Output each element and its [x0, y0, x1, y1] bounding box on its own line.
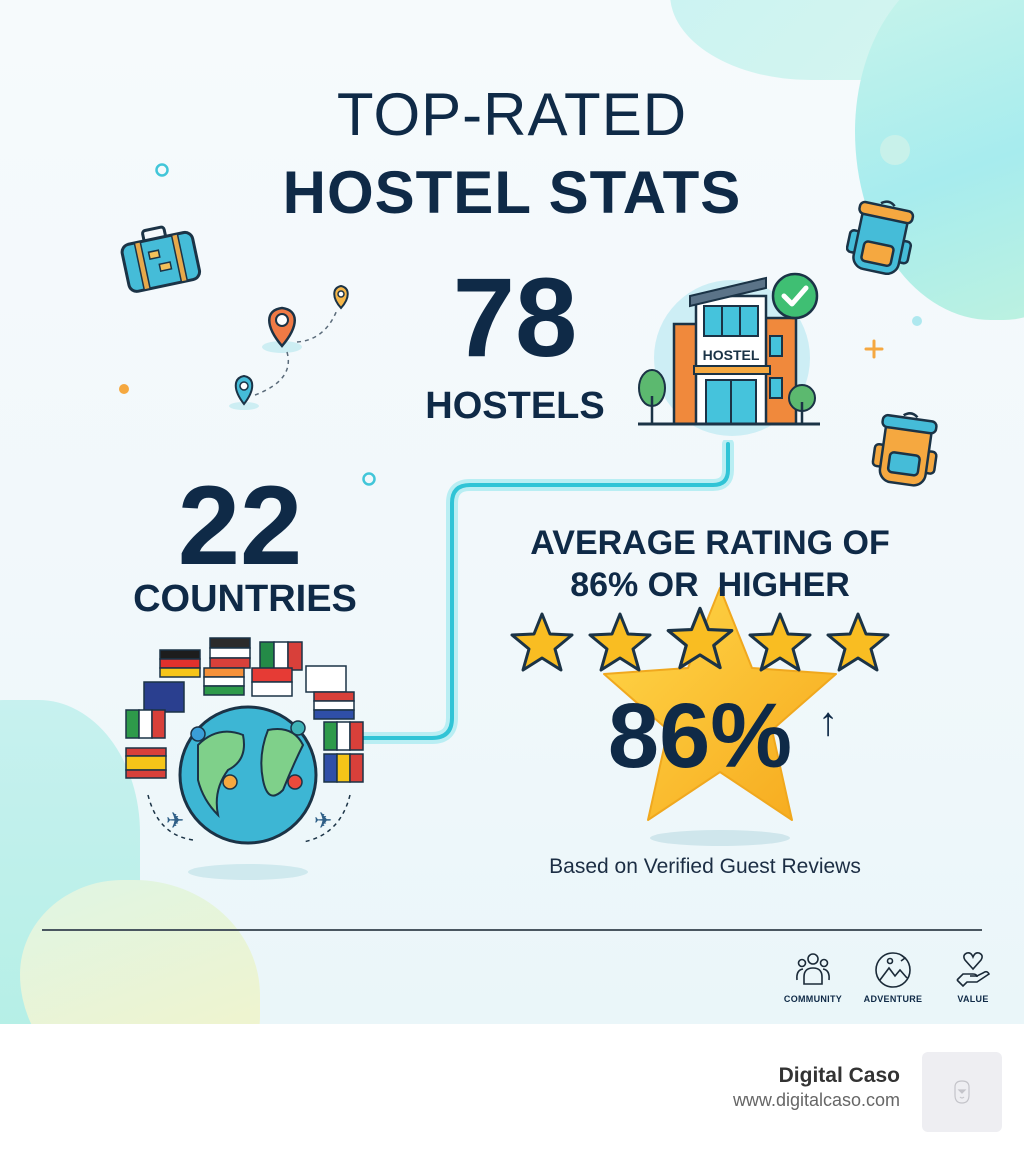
- star-icon: [748, 612, 812, 672]
- hostels-label: HOSTELS: [425, 385, 605, 427]
- divider: [42, 929, 982, 931]
- mountain-adventure-icon: [875, 952, 911, 988]
- rating-heading-line-1: AVERAGE RATING OF: [530, 524, 890, 562]
- star-icon: [826, 612, 890, 672]
- title-line-1: TOP-RATED: [336, 81, 688, 148]
- background-blob: [20, 880, 260, 1024]
- countries-label: COUNTRIES: [133, 578, 357, 620]
- values-row: COMMUNITY ADVENTURE VALUE: [778, 950, 1008, 1004]
- backpack-icon: [846, 200, 915, 276]
- sparkle-plus-icon: [864, 339, 884, 359]
- check-badge-icon: [771, 272, 819, 320]
- rating-heading: AVERAGE RATING OF 86% OR HIGHER: [490, 522, 930, 606]
- star-icon: [666, 606, 734, 670]
- star-rating: [508, 606, 892, 674]
- value-community: COMMUNITY: [778, 950, 848, 1004]
- background-dot: [880, 135, 910, 165]
- teal-dot-icon: [912, 316, 922, 326]
- value-value: VALUE: [938, 950, 1008, 1004]
- star-icon: [510, 612, 574, 672]
- map-route-icon: [229, 284, 349, 410]
- rating-percentage: 86%: [607, 685, 793, 787]
- brand-block: Digital Caso www.digitalcaso.com: [640, 1064, 900, 1111]
- svg-text:HOSTEL: HOSTEL: [703, 347, 760, 363]
- backpack-icon: [871, 412, 938, 487]
- countries-count: 22: [177, 463, 303, 588]
- connector-line: [360, 440, 734, 744]
- infographic: TOP-RATED HOSTEL STATS: [0, 0, 1024, 1024]
- title-line-2: HOSTEL STATS: [282, 159, 742, 226]
- arrow-up-icon: ↑: [818, 700, 838, 744]
- suitcase-icon: [120, 225, 202, 293]
- ring-dot-icon: [362, 472, 376, 486]
- heart-hand-icon: [956, 952, 991, 988]
- brand-url[interactable]: www.digitalcaso.com: [732, 1090, 900, 1110]
- rating-note: Based on Verified Guest Reviews: [549, 855, 861, 878]
- airplane-icon: ✈: [314, 808, 332, 833]
- star-icon: [588, 612, 652, 672]
- orange-dot-icon: [119, 384, 129, 394]
- rating-heading-line-2: 86% OR HIGHER: [570, 566, 850, 604]
- airplane-icon: ✈: [166, 808, 184, 833]
- bear-logo-icon: [954, 1080, 970, 1104]
- value-adventure: ADVENTURE: [858, 950, 928, 1004]
- globe-with-flags-icon: ✈ ✈: [125, 637, 364, 880]
- brand-name: Digital Caso: [778, 1064, 900, 1087]
- big-star-icon: [603, 587, 837, 846]
- hostels-count: 78: [452, 255, 578, 380]
- people-group-icon: [796, 953, 830, 985]
- brand-logo: [922, 1052, 1002, 1132]
- ring-dot-icon: [155, 163, 169, 177]
- hostel-building-icon: HOSTEL: [638, 272, 820, 436]
